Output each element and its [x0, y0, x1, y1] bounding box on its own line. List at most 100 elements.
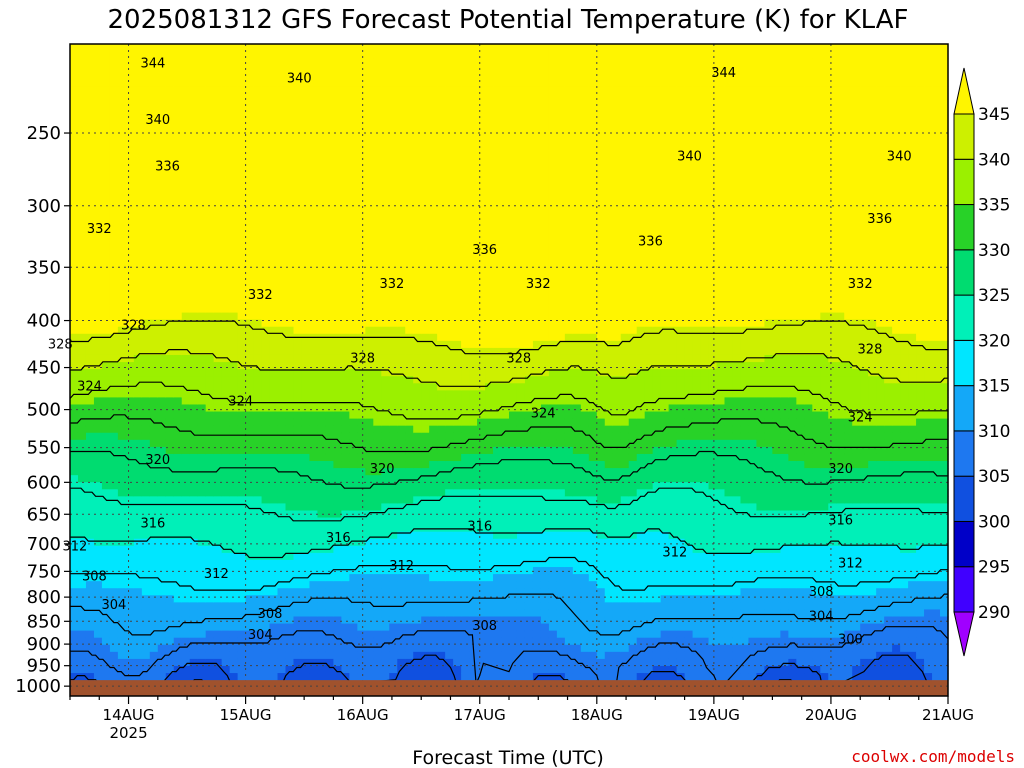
- field-cell: [133, 277, 143, 285]
- field-cell: [285, 220, 295, 229]
- field-cell: [405, 150, 414, 158]
- field-cell: [437, 256, 446, 264]
- field-cell: [269, 199, 279, 208]
- field-cell: [493, 658, 502, 667]
- field-cell: [461, 376, 470, 384]
- field-cell: [101, 425, 111, 434]
- field-cell: [205, 658, 215, 667]
- field-cell: [421, 390, 430, 398]
- field-cell: [141, 383, 151, 391]
- field-cell: [405, 567, 414, 575]
- field-cell: [141, 616, 151, 625]
- field-cell: [70, 644, 79, 653]
- field-cell: [117, 567, 127, 575]
- field-cell: [445, 453, 454, 462]
- field-cell: [221, 185, 231, 194]
- field-cell: [349, 475, 358, 483]
- field-cell: [213, 135, 223, 144]
- field-cell: [437, 51, 446, 59]
- field-cell: [93, 319, 103, 328]
- field-cell: [101, 185, 111, 194]
- field-cell: [237, 567, 247, 575]
- field-cell: [453, 114, 462, 123]
- field-cell: [501, 623, 510, 632]
- field-cell: [365, 461, 374, 469]
- field-cell: [109, 171, 119, 179]
- field-cell: [213, 312, 223, 321]
- field-cell: [117, 107, 127, 116]
- field-cell: [245, 567, 255, 575]
- field-cell: [293, 390, 303, 398]
- field-cell: [221, 354, 231, 363]
- field-cell: [269, 602, 279, 611]
- field-cell: [205, 376, 215, 384]
- field-cell: [93, 157, 103, 165]
- field-cell: [453, 79, 462, 88]
- field-cell: [269, 376, 279, 384]
- field-cell: [133, 326, 143, 335]
- field-cell: [117, 220, 127, 229]
- field-cell: [173, 135, 183, 144]
- field-cell: [77, 333, 87, 342]
- field-cell: [93, 284, 103, 292]
- field-cell: [317, 93, 327, 102]
- field-cell: [125, 354, 135, 363]
- field-cell: [165, 256, 175, 264]
- field-cell: [461, 192, 470, 201]
- field-cell: [509, 164, 518, 172]
- field-cell: [381, 425, 390, 434]
- field-cell: [253, 319, 263, 328]
- field-cell: [165, 545, 175, 554]
- field-cell: [309, 142, 319, 151]
- field-cell: [141, 248, 151, 257]
- field-cell: [453, 178, 462, 186]
- field-cell: [141, 496, 151, 505]
- field-cell: [109, 72, 119, 80]
- field-cell: [229, 397, 239, 406]
- field-cell: [325, 305, 334, 314]
- field-cell: [245, 333, 255, 342]
- field-cell: [109, 157, 119, 165]
- field-cell: [205, 609, 215, 618]
- field-cell: [117, 489, 127, 497]
- field-cell: [413, 305, 422, 314]
- field-cell: [429, 121, 438, 130]
- field-cell: [237, 425, 247, 434]
- field-cell: [501, 270, 510, 278]
- field-cell: [469, 213, 478, 222]
- field-cell: [93, 326, 103, 335]
- field-cell: [85, 595, 95, 603]
- field-cell: [333, 241, 342, 250]
- field-cell: [349, 135, 358, 144]
- field-cell: [245, 552, 255, 561]
- field-cell: [261, 86, 271, 95]
- field-cell: [485, 616, 494, 625]
- field-cell: [325, 270, 334, 278]
- field-cell: [485, 178, 494, 186]
- field-cell: [429, 277, 438, 285]
- field-cell: [317, 248, 327, 257]
- field-cell: [85, 277, 95, 285]
- field-cell: [349, 595, 358, 603]
- field-cell: [469, 340, 478, 349]
- field-cell: [437, 446, 446, 455]
- field-cell: [261, 524, 271, 533]
- field-cell: [325, 581, 334, 589]
- field-cell: [317, 44, 327, 52]
- field-cell: [461, 256, 470, 264]
- field-cell: [77, 446, 87, 455]
- field-cell: [133, 595, 143, 603]
- field-cell: [421, 241, 430, 250]
- field-cell: [373, 291, 382, 300]
- field-cell: [269, 630, 279, 639]
- field-cell: [277, 369, 287, 377]
- field-cell: [269, 383, 279, 391]
- field-cell: [277, 347, 287, 356]
- field-cell: [165, 439, 175, 448]
- field-cell: [269, 404, 279, 413]
- field-cell: [357, 340, 366, 349]
- field-cell: [397, 227, 406, 236]
- field-cell: [397, 270, 406, 278]
- field-cell: [389, 157, 398, 165]
- field-cell: [501, 128, 510, 137]
